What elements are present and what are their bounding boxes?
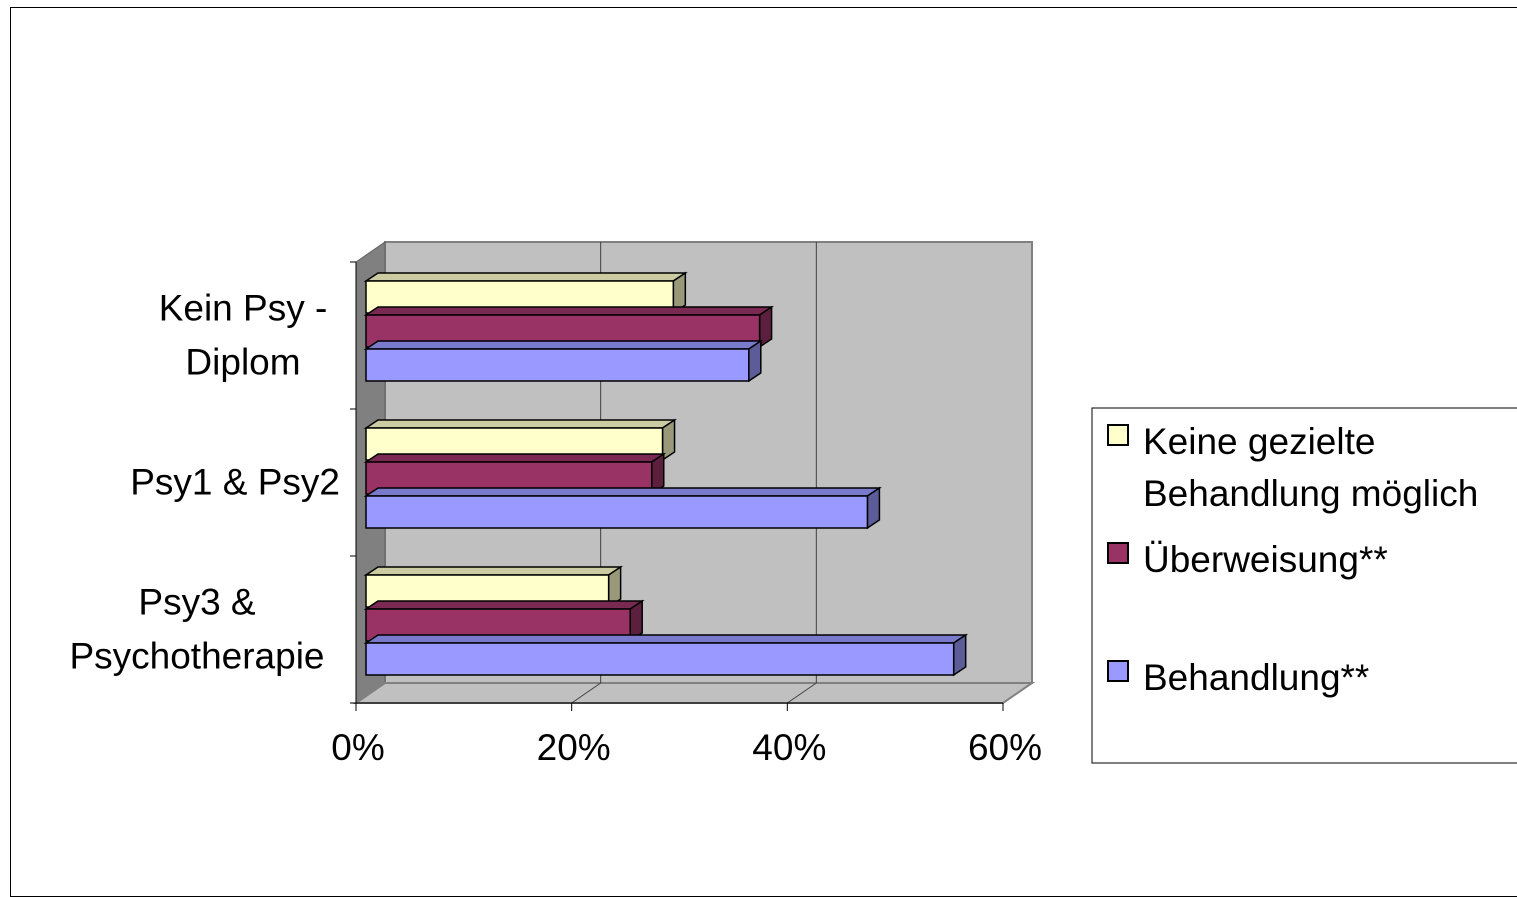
floor	[352, 682, 1036, 704]
bar-side	[866, 486, 881, 530]
x-tick-label: 60%	[968, 727, 1042, 768]
legend-label: Überweisung**	[1143, 539, 1388, 580]
legend: Keine gezielte Behandlung möglich Überweis…	[1091, 407, 1517, 764]
legend-box	[1091, 407, 1517, 764]
bar-top	[363, 634, 969, 644]
legend-label: Behandlung**	[1143, 657, 1369, 698]
bar-front	[365, 348, 750, 382]
legend-swatch	[1107, 660, 1129, 682]
bar-top	[363, 600, 645, 610]
gridline-floor	[787, 682, 817, 704]
bar-side	[952, 633, 967, 677]
axes	[350, 261, 1004, 711]
legend-swatch	[1107, 542, 1129, 564]
x-tick-label: 0%	[331, 727, 384, 768]
category-label: Psychotherapie	[69, 636, 324, 677]
bar-top	[363, 566, 624, 576]
category-label: Diplom	[185, 342, 300, 383]
bars	[363, 271, 969, 677]
category-labels: Kein Psy - Diplom Psy1 & Psy2 Psy3 & Psychot…	[69, 288, 340, 677]
bar-front	[365, 495, 869, 529]
bar-top	[363, 340, 764, 350]
bar-top	[363, 453, 667, 463]
legend-label: Keine gezielte	[1143, 421, 1375, 462]
x-tick-label: 40%	[752, 727, 826, 768]
x-tick-label: 20%	[537, 727, 611, 768]
bar-3-cat-1	[363, 339, 764, 383]
bar-top	[363, 487, 882, 497]
bar-3-cat-3	[363, 633, 969, 677]
category-label: Kein Psy -	[159, 288, 328, 329]
category-label: Psy1 & Psy2	[130, 462, 340, 503]
legend-label: Behandlung möglich	[1143, 473, 1478, 514]
bar-top	[363, 272, 688, 282]
x-tick-labels: 0% 20% 40% 60%	[331, 727, 1042, 768]
gridline-floor	[571, 682, 601, 704]
bar-3-cat-2	[363, 486, 882, 530]
category-label: Psy3 &	[138, 582, 256, 623]
bar-top	[363, 419, 678, 429]
bar-front	[365, 642, 955, 676]
bar-side	[748, 339, 762, 383]
bar-top	[363, 306, 775, 316]
legend-swatch	[1107, 424, 1129, 446]
